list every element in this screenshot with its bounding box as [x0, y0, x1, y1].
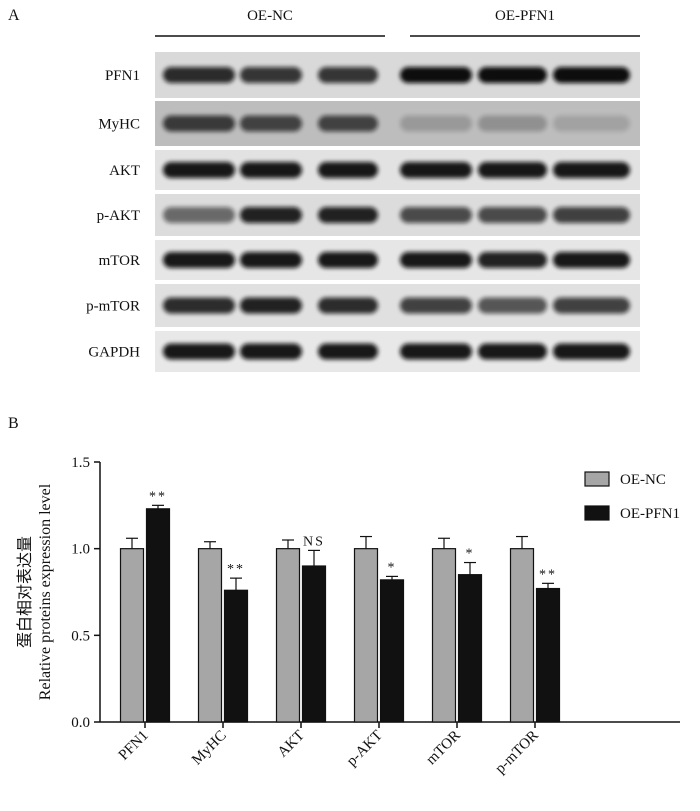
blot-band: [553, 252, 630, 268]
blot-band: [478, 252, 547, 268]
x-tick-label: mTOR: [423, 728, 464, 769]
row-label: p-AKT: [97, 208, 140, 224]
blot-band: [478, 162, 547, 178]
bar: [535, 587, 561, 723]
blot-band: [553, 115, 630, 132]
blot-band: [400, 252, 472, 268]
blot-band: [400, 67, 472, 83]
blot-band: [400, 343, 472, 360]
legend-label: OE-PFN1: [620, 506, 680, 522]
row-label: MyHC: [98, 117, 140, 133]
x-tick-label: MyHC: [189, 728, 230, 769]
blot-band: [400, 207, 472, 223]
blot-band: [318, 162, 378, 178]
blot-band: [163, 252, 235, 268]
blot-band: [240, 207, 302, 223]
bar: [431, 548, 457, 723]
y-tick-label: 1.0: [71, 542, 90, 558]
significance-label: **: [149, 489, 167, 504]
legend-label: OE-NC: [620, 472, 666, 488]
significance-label: *: [466, 547, 475, 562]
panel-label: A: [8, 7, 20, 24]
bar: [301, 565, 327, 723]
blot-band: [478, 67, 547, 83]
blot-band: [400, 162, 472, 178]
blot-band: [318, 343, 378, 360]
blot-band: [400, 297, 472, 314]
blot-band: [553, 343, 630, 360]
bar: [509, 548, 535, 723]
blot-band: [318, 67, 378, 83]
y-axis-label: Relative proteins expression level: [37, 483, 54, 700]
significance-label: **: [539, 567, 557, 582]
y-tick-label: 0.0: [71, 715, 90, 731]
row-label: p-mTOR: [86, 299, 140, 315]
blot-band: [240, 252, 302, 268]
group-label: OE-NC: [247, 8, 293, 24]
bar: [119, 548, 145, 723]
blot-band: [478, 115, 547, 132]
x-tick-label: PFN1: [116, 728, 152, 764]
blot-band: [318, 252, 378, 268]
blot-band: [240, 343, 302, 360]
blot-band: [163, 207, 235, 223]
blot-band: [240, 67, 302, 83]
blot-band: [318, 115, 378, 132]
blot-band: [163, 343, 235, 360]
blot-band: [478, 207, 547, 223]
row-label: AKT: [109, 163, 140, 179]
y-tick-label: 0.5: [71, 628, 90, 644]
y-axis-label: 蛋白相对表达量: [16, 536, 34, 648]
blot-band: [478, 297, 547, 314]
row-label: mTOR: [99, 253, 140, 269]
row-label: GAPDH: [88, 345, 140, 361]
significance-label: **: [227, 562, 245, 577]
bar: [457, 574, 483, 723]
blot-band: [318, 207, 378, 223]
panel-label: B: [8, 415, 19, 432]
significance-label: NS: [303, 534, 325, 549]
blot-band: [400, 115, 472, 132]
row-label: PFN1: [105, 68, 140, 84]
bar: [379, 579, 405, 723]
bar: [145, 508, 171, 723]
legend-swatch: [584, 505, 610, 521]
blot-band: [553, 162, 630, 178]
x-tick-label: AKT: [275, 728, 308, 761]
blot-band: [553, 297, 630, 314]
significance-label: *: [388, 560, 397, 575]
blot-band: [318, 297, 378, 314]
blot-band: [163, 297, 235, 314]
bar: [275, 548, 301, 723]
blot-band: [240, 162, 302, 178]
bar: [223, 589, 249, 723]
blot-band: [240, 115, 302, 132]
blot-band: [478, 343, 547, 360]
y-tick-label: 1.5: [71, 455, 90, 471]
blot-band: [240, 297, 302, 314]
x-tick-label: p-mTOR: [492, 728, 541, 777]
blot-band: [163, 115, 235, 132]
blot-band: [163, 67, 235, 83]
blot-band: [553, 207, 630, 223]
bar: [353, 548, 379, 723]
x-tick-label: p-AKT: [344, 728, 386, 770]
legend-swatch: [584, 471, 610, 487]
blot-band: [163, 162, 235, 178]
bar: [197, 548, 223, 723]
group-label: OE-PFN1: [495, 8, 555, 24]
blot-band: [553, 67, 630, 83]
